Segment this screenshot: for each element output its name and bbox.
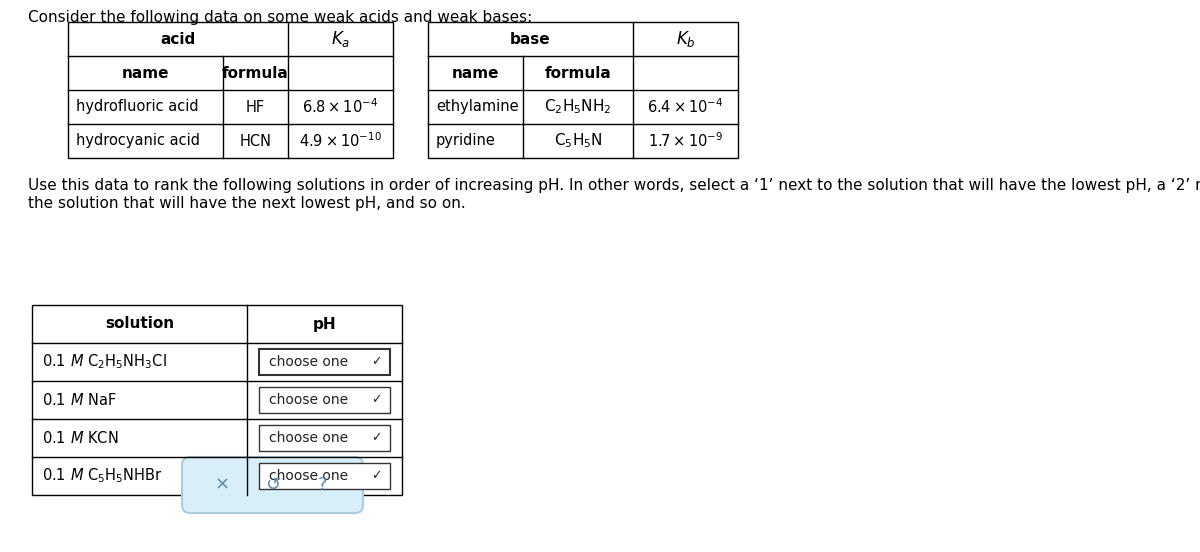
Text: ethylamine: ethylamine [436, 99, 518, 114]
Bar [259, 463, 390, 489]
Text: $0.1\ \mathit{M}\ \mathrm{C_5H_5NHBr}$: $0.1\ \mathit{M}\ \mathrm{C_5H_5NHBr}$ [42, 466, 162, 485]
Text: base: base [510, 31, 551, 46]
Text: ✓: ✓ [371, 432, 382, 444]
Text: ✓: ✓ [371, 355, 382, 369]
Text: HF: HF [246, 99, 265, 114]
Text: ?: ? [318, 476, 328, 494]
Text: choose one: choose one [269, 469, 348, 483]
Text: formula: formula [222, 66, 289, 81]
Text: $\mathrm{C_5H_5N}$: $\mathrm{C_5H_5N}$ [553, 131, 602, 150]
Text: solution: solution [104, 316, 174, 332]
Text: choose one: choose one [269, 355, 348, 369]
Text: $0.1\ \mathit{M}\ \mathrm{KCN}$: $0.1\ \mathit{M}\ \mathrm{KCN}$ [42, 430, 119, 446]
Text: choose one: choose one [269, 393, 348, 407]
Text: hydrocyanic acid: hydrocyanic acid [76, 134, 200, 148]
Text: ↺: ↺ [265, 476, 280, 494]
Text: $6.8\times10^{-4}$: $6.8\times10^{-4}$ [302, 98, 378, 116]
Text: $K_b$: $K_b$ [676, 29, 695, 49]
Text: ×: × [215, 476, 230, 494]
Text: the solution that will have the next lowest pH, and so on.: the solution that will have the next low… [28, 196, 466, 211]
Bar [68, 22, 394, 158]
Bar [259, 387, 390, 413]
Text: ✓: ✓ [371, 470, 382, 482]
Text: $6.4\times10^{-4}$: $6.4\times10^{-4}$ [647, 98, 724, 116]
Text: ✓: ✓ [371, 394, 382, 406]
Text: Consider the following data on some weak acids and weak bases:: Consider the following data on some weak… [28, 10, 533, 25]
Text: HCN: HCN [240, 134, 271, 148]
Text: $1.7\times10^{-9}$: $1.7\times10^{-9}$ [648, 131, 724, 150]
Text: pyridine: pyridine [436, 134, 496, 148]
Text: $4.9\times10^{-10}$: $4.9\times10^{-10}$ [299, 131, 382, 150]
Bar [259, 425, 390, 451]
Text: Use this data to rank the following solutions in order of increasing pH. In othe: Use this data to rank the following solu… [28, 178, 1200, 193]
Text: name: name [121, 66, 169, 81]
Text: choose one: choose one [269, 431, 348, 445]
Text: $K_a$: $K_a$ [331, 29, 350, 49]
Text: formula: formula [545, 66, 611, 81]
Bar [32, 305, 402, 495]
Text: name: name [451, 66, 499, 81]
Bar [259, 349, 390, 375]
Text: $0.1\ \mathit{M}\ \mathrm{NaF}$: $0.1\ \mathit{M}\ \mathrm{NaF}$ [42, 392, 116, 408]
Text: pH: pH [313, 316, 336, 332]
Text: $\mathrm{C_2H_5NH_2}$: $\mathrm{C_2H_5NH_2}$ [544, 98, 612, 116]
Text: acid: acid [161, 31, 196, 46]
Bar [428, 22, 738, 158]
FancyBboxPatch shape [182, 457, 364, 513]
Text: $0.1\ \mathit{M}\ \mathrm{C_2H_5NH_3Cl}$: $0.1\ \mathit{M}\ \mathrm{C_2H_5NH_3Cl}$ [42, 353, 167, 371]
Text: hydrofluoric acid: hydrofluoric acid [76, 99, 199, 114]
